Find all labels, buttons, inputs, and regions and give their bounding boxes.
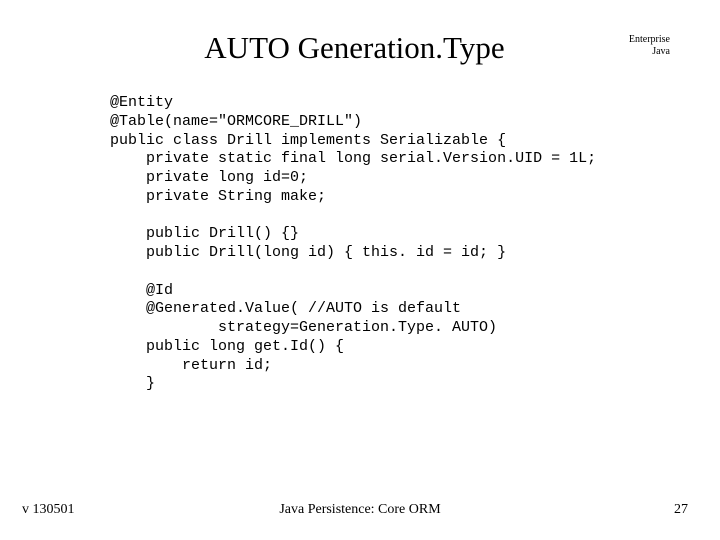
footer-version: v 130501 [22, 502, 75, 518]
slide: AUTO Generation.Type Enterprise Java @En… [0, 0, 720, 540]
corner-label: Enterprise Java [629, 34, 670, 58]
code-block: @Entity @Table(name="ORMCORE_DRILL") pub… [0, 94, 720, 394]
corner-label-line2: Java [629, 46, 670, 58]
footer: v 130501 Java Persistence: Core ORM 27 [0, 502, 720, 518]
header-row: AUTO Generation.Type Enterprise Java [0, 30, 720, 66]
footer-page-number: 27 [674, 502, 688, 518]
corner-label-line1: Enterprise [629, 34, 670, 46]
slide-title: AUTO Generation.Type [0, 30, 629, 66]
footer-title: Java Persistence: Core ORM [0, 502, 720, 518]
